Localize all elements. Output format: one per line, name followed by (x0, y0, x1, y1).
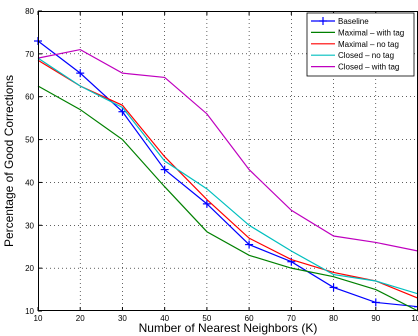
data-point-marker (202, 199, 211, 208)
data-point-marker (329, 283, 338, 292)
data-point-marker (414, 302, 418, 311)
legend-label: Closed – no tag (338, 51, 394, 60)
legend-entry: Closed – with tag (311, 63, 399, 72)
x-tick-label: 90 (371, 314, 380, 323)
x-axis-label: Number of Nearest Neighbors (K) (139, 321, 318, 335)
legend-label: Maximal – with tag (338, 28, 404, 37)
legend-entry: Maximal – no tag (311, 40, 399, 49)
y-tick-label: 40 (25, 178, 34, 187)
data-point-marker (76, 69, 85, 78)
x-tick-label: 100 (411, 314, 418, 323)
x-tick-label: 10 (34, 314, 43, 323)
data-point-marker (245, 240, 254, 249)
series-line-maximal-with-tag (37, 85, 418, 312)
axis-tick-labels: 10 20 30 40 50 60 70 80 90 100 10 20 30 40 50 60 70 80 (25, 7, 418, 323)
y-tick-label: 80 (25, 7, 34, 16)
x-tick-label: 80 (329, 314, 338, 323)
axis-ticks (37, 10, 418, 312)
data-point-marker (371, 298, 380, 307)
x-tick-label: 40 (160, 314, 169, 323)
x-tick-label: 60 (245, 314, 254, 323)
y-tick-label: 60 (25, 93, 34, 102)
series-line-maximal-no-tag (37, 59, 418, 299)
legend-entry: Closed – no tag (311, 51, 394, 60)
series-line-baseline (37, 40, 418, 308)
chart-legend: Baseline Maximal – with tag Maximal – no t… (306, 12, 415, 77)
y-tick-label: 10 (25, 307, 34, 316)
legend-entry: Baseline (311, 17, 369, 26)
data-point-marker (160, 165, 169, 174)
legend-label: Maximal – no tag (338, 40, 399, 49)
legend-label: Baseline (338, 17, 369, 26)
y-tick-label: 20 (25, 264, 34, 273)
y-tick-label: 70 (25, 50, 34, 59)
x-tick-label: 50 (202, 314, 211, 323)
x-tick-label: 20 (76, 314, 85, 323)
legend-entry: Maximal – with tag (311, 28, 404, 37)
plot-series-group (34, 37, 418, 312)
y-tick-label: 30 (25, 221, 34, 230)
legend-box (306, 12, 415, 77)
series-line-closed-no-tag (37, 57, 418, 295)
series-line-closed-with-tag (37, 48, 418, 252)
x-tick-label: 30 (118, 314, 127, 323)
legend-label: Closed – with tag (338, 63, 399, 72)
y-tick-label: 50 (25, 136, 34, 145)
y-axis-label: Percentage of Good Corrections (2, 75, 16, 247)
x-tick-label: 70 (287, 314, 296, 323)
